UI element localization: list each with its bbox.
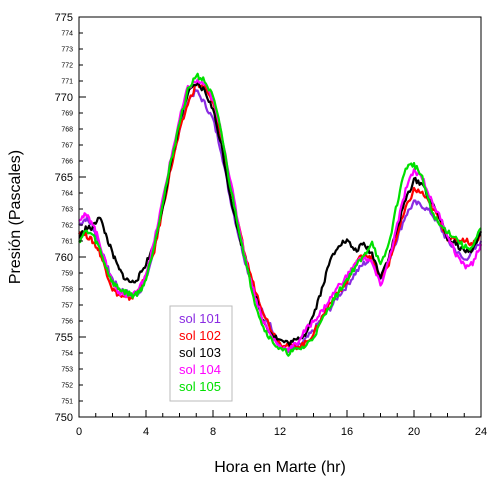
y-tick-label: 765 <box>55 172 73 184</box>
y-minor-tick-label: 756 <box>61 319 73 326</box>
series-line-sol-101 <box>78 88 483 354</box>
y-minor-tick-label: 762 <box>61 223 73 230</box>
x-tick-label: 4 <box>143 426 149 438</box>
y-minor-tick-label: 764 <box>61 191 73 198</box>
y-minor-tick-label: 774 <box>61 31 73 38</box>
y-minor-tick-label: 751 <box>61 399 73 406</box>
legend-entry: sol 104 <box>179 362 221 377</box>
x-tick-label: 12 <box>274 426 286 438</box>
y-minor-tick-label: 763 <box>61 207 73 214</box>
ticks-layer: 0 4 8 12 16 20 24 750 755 760 765 770 775 751 752 753 75… <box>55 12 487 438</box>
y-axis-title: Presión (Pascales) <box>7 150 24 284</box>
y-minor-tick-label: 758 <box>61 287 73 294</box>
legend-entry: sol 101 <box>179 311 221 326</box>
legend-box <box>169 305 233 402</box>
series-line-sol-103 <box>78 82 483 347</box>
x-tick-label: 8 <box>210 426 216 438</box>
y-minor-tick-label: 773 <box>61 47 73 54</box>
x-tick-label: 24 <box>475 426 487 438</box>
y-minor-tick-label: 772 <box>61 63 73 70</box>
legend-entry: sol 103 <box>179 345 221 360</box>
series-line-sol-102 <box>78 81 482 351</box>
x-axis-title: Hora en Marte (hr) <box>214 459 346 476</box>
y-tick-label: 775 <box>55 12 73 24</box>
y-tick-label: 750 <box>55 412 73 424</box>
y-minor-tick-label: 761 <box>61 239 73 246</box>
y-minor-tick-label: 768 <box>61 127 73 134</box>
legend-entry: sol 102 <box>179 328 221 343</box>
y-tick-label: 755 <box>55 332 73 344</box>
x-tick-label: 20 <box>408 426 420 438</box>
y-tick-label: 770 <box>55 92 73 104</box>
y-minor-tick-label: 769 <box>61 111 73 118</box>
y-minor-tick-label: 757 <box>61 303 73 310</box>
y-tick-label: 760 <box>55 252 73 264</box>
y-minor-tick-label: 754 <box>61 351 73 358</box>
x-tick-label: 0 <box>76 426 82 438</box>
y-minor-tick-label: 759 <box>61 271 73 278</box>
legend: sol 101 sol 102 sol 103 sol 104 sol 105 <box>169 305 233 402</box>
y-minor-tick-label: 767 <box>61 143 73 150</box>
y-minor-tick-label: 766 <box>61 159 73 166</box>
series-line-sol-104 <box>78 78 483 353</box>
series-line-sol-105 <box>78 72 482 357</box>
x-tick-label: 16 <box>341 426 353 438</box>
series-layer <box>78 72 483 357</box>
y-minor-tick-label: 771 <box>61 79 73 86</box>
y-minor-tick-label: 753 <box>61 367 73 374</box>
plot-frame <box>78 16 482 418</box>
legend-entry: sol 105 <box>179 379 221 394</box>
y-minor-tick-label: 752 <box>61 383 73 390</box>
